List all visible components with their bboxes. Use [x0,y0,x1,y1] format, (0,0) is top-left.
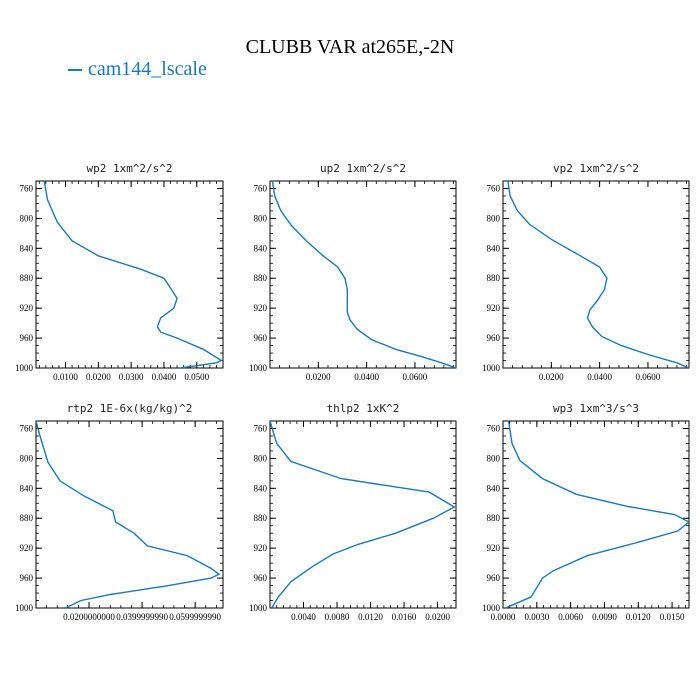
y-tick-label: 1000 [249,603,268,613]
subplot-2: up2 1xm^2/s^2 760 800 840 880 920 960 1000 0.020… [249,162,457,382]
y-tick-label: 920 [487,303,501,313]
x-tick-label: 0.0500 [184,372,209,382]
y-tick-label: 960 [254,573,268,583]
x-tick-label: 0.0300 [119,372,144,382]
series-line [507,181,689,368]
y-tick-label: 960 [487,573,501,583]
y-tick-label: 1000 [482,603,501,613]
y-tick-label: 800 [20,213,34,223]
subplot-6: wp3 1xm^3/s^3 760 800 840 880 920 960 10000.000… [482,402,690,622]
plot-frame [35,180,224,369]
plot-frame [269,180,457,369]
subplot-title: wp3 1xm^3/s^3 [553,402,639,415]
y-tick-label: 800 [487,453,501,463]
x-tick-label: 0.0200000000 [63,612,115,622]
y-tick-label: 920 [487,543,501,553]
x-tick-label: 0.0030 [524,612,549,622]
subplot-title: thlp2 1xK^2 [327,402,400,415]
y-tick-label: 880 [487,513,501,523]
y-tick-label: 760 [487,183,501,193]
y-tick-label: 800 [254,453,268,463]
y-tick-label: 960 [20,333,34,343]
y-tick-label: 960 [254,333,268,343]
y-tick-label: 760 [254,423,268,433]
legend-label: cam144_lscale [88,58,207,80]
x-tick-label: 0.0399999990 [116,612,168,622]
plot-frame [35,420,224,609]
y-tick-label: 1000 [15,363,34,373]
plot-frame [502,180,690,369]
y-tick-label: 760 [254,183,268,193]
y-tick-label: 800 [254,213,268,223]
y-tick-label: 840 [20,483,34,493]
y-tick-label: 1000 [15,603,34,613]
series-line [36,421,221,608]
y-tick-label: 760 [20,183,34,193]
legend: cam144_lscale [68,58,207,81]
plot-frame [502,420,690,609]
y-tick-label: 880 [20,513,34,523]
series-line [505,421,689,608]
y-tick-label: 920 [254,303,268,313]
subplot-1: wp2 1xm^2/s^2 760 800 840 880 920 960 1000 0.010… [15,162,224,382]
series-line [270,421,456,608]
subplot-title: wp2 1xm^2/s^2 [86,162,172,175]
y-tick-label: 880 [487,273,501,283]
y-tick-label: 840 [20,243,34,253]
y-tick-label: 760 [20,423,34,433]
series-line [43,181,223,368]
subplot-title: up2 1xm^2/s^2 [320,162,406,175]
x-tick-label: 0.0120 [626,612,651,622]
x-tick-label: 0.0400 [354,372,379,382]
subplot-title: rtp2 1E-6x(kg/kg)^2 [67,402,193,415]
y-tick-label: 960 [487,333,501,343]
x-tick-label: 0.0600 [636,372,661,382]
y-tick-label: 800 [487,213,501,223]
y-tick-label: 840 [254,483,268,493]
figure-title: CLUBB VAR at265E,-2N [245,36,455,58]
x-tick-label: 0.0200 [306,372,331,382]
x-tick-label: 0.0060 [558,612,583,622]
x-tick-label: 0.0200 [539,372,564,382]
x-tick-label: 0.0600 [403,372,428,382]
y-tick-label: 880 [254,273,268,283]
y-tick-label: 880 [254,513,268,523]
y-tick-label: 920 [20,543,34,553]
x-tick-label: 0.0000 [491,612,516,622]
x-tick-label: 0.0160 [392,612,417,622]
y-tick-label: 1000 [249,363,268,373]
x-tick-label: 0.0040 [291,612,316,622]
subplot-4: rtp2 1E-6x(kg/kg)^2 760 800 840 880 920 960 100… [15,402,224,622]
legend-line-icon [68,69,82,72]
subplot-title: vp2 1xm^2/s^2 [553,162,639,175]
y-tick-label: 880 [20,273,34,283]
y-tick-label: 760 [487,423,501,433]
x-tick-label: 0.0200 [86,372,111,382]
subplot-3: vp2 1xm^2/s^2 760 800 840 880 920 960 1000 0.020… [482,162,690,382]
y-tick-label: 1000 [482,363,501,373]
x-tick-label: 0.0120 [358,612,383,622]
x-tick-label: 0.0200 [425,612,450,622]
subplot-5: thlp2 1xK^2 760 800 840 880 920 960 1000 0.0040 0… [249,402,457,622]
x-tick-label: 0.0090 [592,612,617,622]
y-tick-label: 800 [20,453,34,463]
x-tick-label: 0.0150 [660,612,685,622]
y-tick-label: 840 [487,243,501,253]
x-tick-label: 0.0599999990 [169,612,221,622]
y-tick-label: 920 [20,303,34,313]
y-tick-label: 960 [20,573,34,583]
y-tick-label: 920 [254,543,268,553]
x-tick-label: 0.0100 [53,372,78,382]
x-tick-label: 0.0080 [325,612,350,622]
y-tick-label: 840 [487,483,501,493]
series-line [271,181,456,368]
y-tick-label: 840 [254,243,268,253]
x-tick-label: 0.0400 [152,372,177,382]
x-tick-label: 0.0400 [587,372,612,382]
plot-frame [269,420,457,609]
